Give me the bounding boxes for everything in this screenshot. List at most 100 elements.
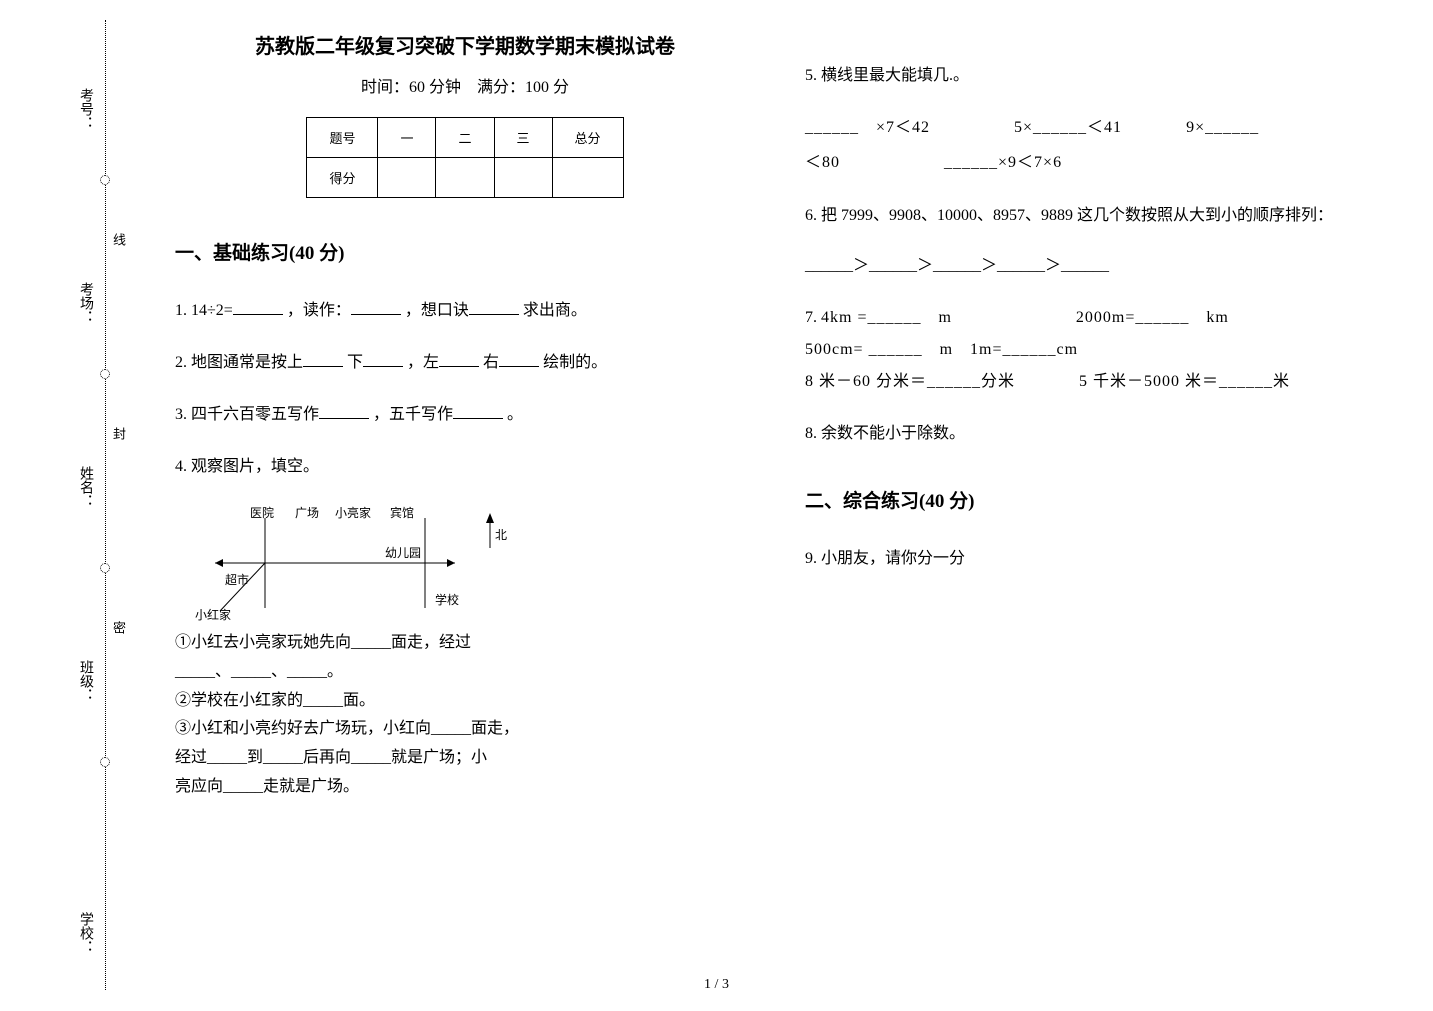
binding-char-seal: 封 xyxy=(109,427,128,440)
q5-item: ＜80 xyxy=(805,154,840,171)
q5-item: ______×9＜7×6 xyxy=(944,154,1062,171)
q-text: 把 7999、9908、10000、8957、9889 这几个数按照从大到小的顺… xyxy=(821,207,1333,224)
q-text: ，想口诀 xyxy=(405,302,469,319)
blank xyxy=(363,351,403,367)
q-num: 1. xyxy=(175,302,187,319)
blank xyxy=(469,299,519,315)
binding-circle xyxy=(100,175,110,185)
q-text: 绘制的。 xyxy=(543,354,607,371)
score-header: 一 xyxy=(378,118,436,158)
q-num: 8. xyxy=(805,425,817,442)
q-text: 。 xyxy=(507,406,523,423)
q-text: 地图通常是按上 xyxy=(191,354,303,371)
q5-items: ______ ×7＜42 5×______＜41 9×______ ＜80 __… xyxy=(805,110,1385,180)
q-num: 6. xyxy=(805,207,817,224)
binding-label-examno: 考号： xyxy=(75,88,95,130)
score-cell xyxy=(378,158,436,198)
question-5: 5. 横线里最大能填几.。 ______ ×7＜42 5×______＜41 9… xyxy=(805,60,1385,180)
q7-item: 2000m=______ km xyxy=(1076,309,1229,326)
q7-item: 8 米－60 分米＝______分米 xyxy=(805,373,1015,390)
score-cell xyxy=(552,158,623,198)
map-label-hong-home: 小红家 xyxy=(195,603,231,627)
question-9: 9. 小朋友，请你分一分 xyxy=(805,543,1385,575)
q-text: 求出商。 xyxy=(523,302,587,319)
map-diagram: 医院 广场 小亮家 宾馆 北 幼儿园 超市 学校 小红家 xyxy=(195,493,515,623)
blank xyxy=(499,351,539,367)
map-label-hotel: 宾馆 xyxy=(390,501,414,525)
blank xyxy=(233,299,283,315)
q4-sub-line: _____、_____、_____。 xyxy=(175,658,755,687)
q5-item: 5×______＜41 xyxy=(1014,119,1122,136)
table-row: 得分 xyxy=(307,158,623,198)
q4-subquestions: ①小红去小亮家玩她先向_____面走，经过 _____、_____、_____。… xyxy=(175,629,755,802)
q-text: 横线里最大能填几.。 xyxy=(821,67,969,84)
q-num: 2. xyxy=(175,354,187,371)
q4-sub-line: ②学校在小红家的_____面。 xyxy=(175,687,755,716)
blank xyxy=(351,299,401,315)
map-label-north: 北 xyxy=(495,523,507,547)
map-label-hospital: 医院 xyxy=(250,501,274,525)
q-text: 余数不能小于除数。 xyxy=(821,425,965,442)
map-label-kindergarten: 幼儿园 xyxy=(385,541,421,565)
q-text: 下 xyxy=(347,354,363,371)
binding-label-name: 姓名： xyxy=(75,466,95,508)
exam-subtitle: 时间：60 分钟 满分：100 分 xyxy=(175,73,755,97)
question-3: 3. 四千六百零五写作 ，五千写作 。 xyxy=(175,399,755,431)
section-title-2: 二、综合练习(40 分) xyxy=(805,486,1385,513)
q7-item: 4km =______ m xyxy=(821,309,952,326)
section-title-1: 一、基础练习(40 分) xyxy=(175,238,755,265)
question-6: 6. 把 7999、9908、10000、8957、9889 这几个数按照从大到… xyxy=(805,200,1385,282)
question-2: 2. 地图通常是按上 下 ，左 右 绘制的。 xyxy=(175,347,755,379)
binding-edge: 考号： 线 考场： 封 姓名： 密 班级： 学校： xyxy=(85,20,125,990)
binding-dotted-line xyxy=(105,20,106,990)
q-text: 观察图片，填空。 xyxy=(191,458,319,475)
column-right: 5. 横线里最大能填几.。 ______ ×7＜42 5×______＜41 9… xyxy=(805,30,1385,822)
score-cell xyxy=(494,158,552,198)
q5-item: ______ ×7＜42 xyxy=(805,119,930,136)
q-text: 四千六百零五写作 xyxy=(191,406,319,423)
q4-sub-line: ①小红去小亮家玩她先向_____面走，经过 xyxy=(175,629,755,658)
score-header: 题号 xyxy=(307,118,378,158)
q-text: ，五千写作 xyxy=(373,406,453,423)
q-text: 右 xyxy=(483,354,499,371)
binding-char-line: 线 xyxy=(109,233,128,246)
q5-item: 9×______ xyxy=(1186,119,1259,136)
q4-sub-line: 经过_____到_____后再向_____就是广场；小 xyxy=(175,744,755,773)
map-label-school: 学校 xyxy=(435,588,459,612)
binding-label-room: 考场： xyxy=(75,282,95,324)
map-label-supermarket: 超市 xyxy=(225,568,249,592)
score-header: 二 xyxy=(436,118,494,158)
binding-char-secret: 密 xyxy=(109,621,128,634)
score-header: 三 xyxy=(494,118,552,158)
binding-label-school: 学校： xyxy=(75,912,95,954)
map-label-square: 广场 xyxy=(295,501,319,525)
q-text: ，读作： xyxy=(287,302,351,319)
blank xyxy=(439,351,479,367)
q-num: 7. xyxy=(805,309,817,326)
question-7: 7. 4km =______ m 2000m=______ km 500cm= … xyxy=(805,302,1385,398)
binding-circle xyxy=(100,369,110,379)
blank xyxy=(453,403,503,419)
page-number: 1 / 3 xyxy=(704,977,729,993)
q-num: 4. xyxy=(175,458,187,475)
column-left: 苏教版二年级复习突破下学期数学期末模拟试卷 时间：60 分钟 满分：100 分 … xyxy=(175,30,755,822)
binding-circle xyxy=(100,563,110,573)
exam-title: 苏教版二年级复习突破下学期数学期末模拟试卷 xyxy=(175,30,755,59)
binding-circle xyxy=(100,757,110,767)
binding-label-class: 班级： xyxy=(75,660,95,702)
q-num: 9. xyxy=(805,550,817,567)
blank xyxy=(319,403,369,419)
q7-item: 5 千米－5000 米＝______米 xyxy=(1079,373,1290,390)
score-row-label: 得分 xyxy=(307,158,378,198)
map-label-liang-home: 小亮家 xyxy=(335,501,371,525)
q-text: ，左 xyxy=(407,354,439,371)
q-text: 14÷2= xyxy=(191,302,233,319)
q4-sub-line: 亮应向_____走就是广场。 xyxy=(175,773,755,802)
content-area: 苏教版二年级复习突破下学期数学期末模拟试卷 时间：60 分钟 满分：100 分 … xyxy=(175,30,1405,822)
question-8: 8. 余数不能小于除数。 xyxy=(805,418,1385,450)
question-1: 1. 14÷2= ，读作： ，想口诀 求出商。 xyxy=(175,295,755,327)
q-num: 3. xyxy=(175,406,187,423)
table-row: 题号 一 二 三 总分 xyxy=(307,118,623,158)
score-table: 题号 一 二 三 总分 得分 xyxy=(306,117,623,198)
score-cell xyxy=(436,158,494,198)
